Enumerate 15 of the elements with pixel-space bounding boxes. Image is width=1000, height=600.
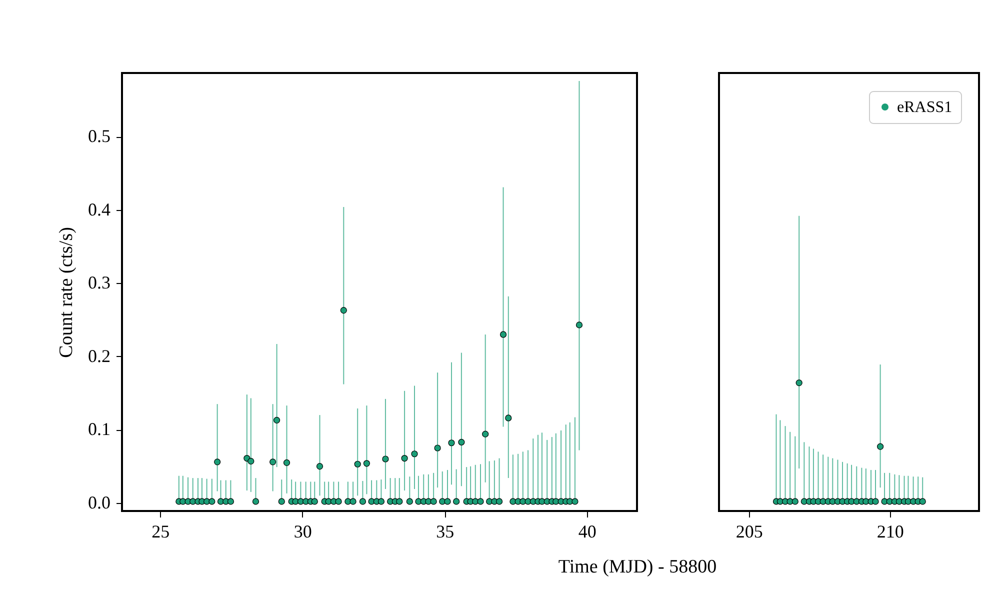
- x-axis-title: Time (MJD) - 58800: [558, 556, 717, 578]
- y-tick-label: 0.1: [88, 419, 110, 440]
- x-tick-label: 210: [876, 522, 904, 542]
- x-tick-label: 205: [736, 522, 763, 542]
- x-tick-label: 25: [152, 522, 170, 542]
- y-tick-label: 0.5: [88, 126, 110, 146]
- y-axis-title: Count rate (cts/s): [56, 227, 77, 358]
- y-tick-label: 0.2: [88, 346, 110, 366]
- y-tick-label: 0.3: [88, 272, 110, 293]
- x-tick-label: 35: [436, 522, 454, 542]
- x-tick-label: 30: [294, 522, 312, 542]
- legend-label: eRASS1: [897, 99, 952, 116]
- x-tick-label: 40: [578, 522, 596, 542]
- y-tick-label: 0.4: [88, 199, 110, 220]
- y-tick-label: 0.0: [88, 492, 110, 512]
